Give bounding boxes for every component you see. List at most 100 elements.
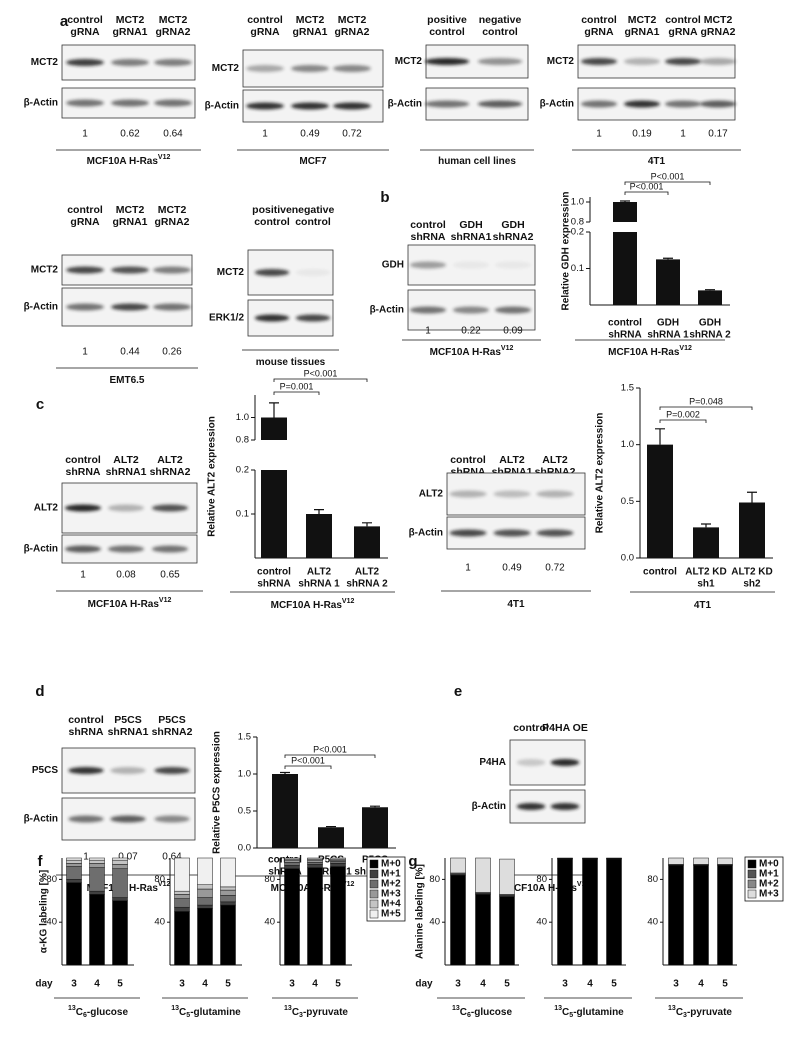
x-tick-label: ALT2 — [355, 567, 380, 578]
blot-band — [246, 102, 284, 110]
caption-part: 3 — [683, 1012, 687, 1019]
quant-label: 1 — [262, 129, 268, 140]
blot-band — [246, 65, 284, 72]
blot-band — [291, 102, 329, 110]
caption: MCF10A H-RasV12 — [271, 881, 355, 893]
comparison-line — [273, 391, 320, 395]
row-label: MCT2 — [212, 63, 240, 74]
caption-text: mouse tissues — [256, 357, 326, 368]
row-label: β-Actin — [205, 101, 239, 112]
lane-label: gRNA — [70, 216, 100, 228]
quant-label: 1 — [465, 563, 471, 574]
blot-band — [151, 545, 189, 553]
stack-segment — [284, 862, 300, 866]
stack-segment — [89, 859, 105, 864]
lane-label: MCT2 — [159, 14, 188, 26]
legend-swatch — [369, 859, 379, 869]
blot-band — [477, 58, 523, 65]
stack-segment — [284, 865, 300, 869]
legend-swatch — [369, 889, 379, 899]
caption: EMT6.5 — [109, 375, 144, 386]
caption: human cell lines — [438, 156, 516, 167]
blot-band — [254, 269, 290, 276]
blot-band — [295, 314, 331, 322]
y-tick-label: 40 — [46, 917, 57, 928]
lane-label: gRNA — [584, 26, 614, 38]
legend-swatch — [369, 899, 379, 909]
blot-band — [66, 303, 104, 311]
blot-band — [424, 100, 470, 108]
blot-band — [494, 306, 532, 314]
y-axis-label: Relative GDH expression — [561, 192, 572, 311]
lane-label: control — [450, 454, 486, 466]
quant-label: 0.49 — [502, 563, 522, 574]
x-tick-label: 4 — [202, 979, 208, 990]
blot-band — [623, 100, 661, 108]
comparison-label: P<0.001 — [630, 181, 664, 191]
stack-segment — [307, 864, 323, 868]
comparison-label: P=0.048 — [689, 396, 723, 406]
stack-segment — [717, 865, 733, 966]
legend-label: M+2 — [759, 879, 779, 890]
stack-segment — [450, 857, 466, 874]
blot-band — [664, 100, 702, 108]
y-axis-label: Alanine labeling [%] — [415, 864, 426, 959]
stack-segment — [717, 857, 733, 865]
lane-label: P4HA OE — [542, 722, 588, 734]
y-tick-label: 1.5 — [621, 383, 634, 394]
y-tick-label: 1.5 — [238, 732, 251, 743]
x-tick-label: ALT2 — [307, 567, 332, 578]
x-tick-label: 4 — [587, 979, 593, 990]
caption-sup: V12 — [158, 154, 171, 161]
stack-segment — [330, 866, 346, 966]
caption-part: 6 — [467, 1012, 471, 1019]
blot-band — [154, 815, 190, 823]
stack-segment — [174, 894, 190, 899]
blot-band — [494, 261, 532, 269]
bar — [306, 514, 332, 558]
legend-swatch — [747, 889, 757, 899]
legend-label: M+1 — [381, 869, 401, 880]
quant-label: 1 — [596, 129, 602, 140]
error-bar — [269, 402, 279, 418]
blot-band — [66, 99, 104, 107]
blot-band — [424, 58, 470, 65]
blot-band — [291, 65, 329, 72]
row-label: β-Actin — [24, 302, 58, 313]
stack-segment — [197, 888, 213, 898]
y-tick-label: 0.8 — [571, 217, 584, 228]
error-bar — [663, 257, 673, 260]
row-label: β-Actin — [24, 814, 58, 825]
quant-label: 1 — [680, 129, 686, 140]
stack-segment — [220, 904, 236, 966]
caption-part: 3 — [299, 1012, 303, 1019]
stack-segment — [220, 901, 236, 906]
blot-band — [536, 490, 574, 498]
lane-label: shRNA1 — [106, 466, 147, 478]
lane-label: control — [67, 204, 103, 216]
blot-band — [64, 545, 102, 553]
y-tick-label: 0.5 — [621, 496, 634, 507]
stack-segment — [197, 897, 213, 906]
caption: 13C6-glucose — [68, 1005, 128, 1019]
stack-segment — [89, 863, 105, 868]
legend-swatch — [369, 869, 379, 879]
x-tick-label: control — [643, 567, 677, 578]
lane-label: shRNA2 — [493, 231, 534, 243]
bar — [698, 290, 722, 305]
bar — [739, 502, 765, 558]
legend-swatch — [369, 909, 379, 919]
blot-band — [623, 58, 661, 65]
caption: MCF10A H-RasV12 — [608, 345, 692, 357]
x-tick-label: 4 — [698, 979, 704, 990]
lane-label: shRNA2 — [152, 726, 193, 738]
caption-part: 13 — [452, 1005, 460, 1012]
legend-label: M+3 — [381, 889, 401, 900]
caption-part: C — [179, 1007, 186, 1018]
lane-label: shRNA — [65, 466, 100, 478]
y-tick-label: 0.1 — [236, 509, 249, 520]
lane-label: GDH — [459, 219, 482, 231]
blot-band — [154, 59, 192, 66]
stack-segment — [284, 859, 300, 863]
x-axis-label: day — [415, 979, 433, 990]
